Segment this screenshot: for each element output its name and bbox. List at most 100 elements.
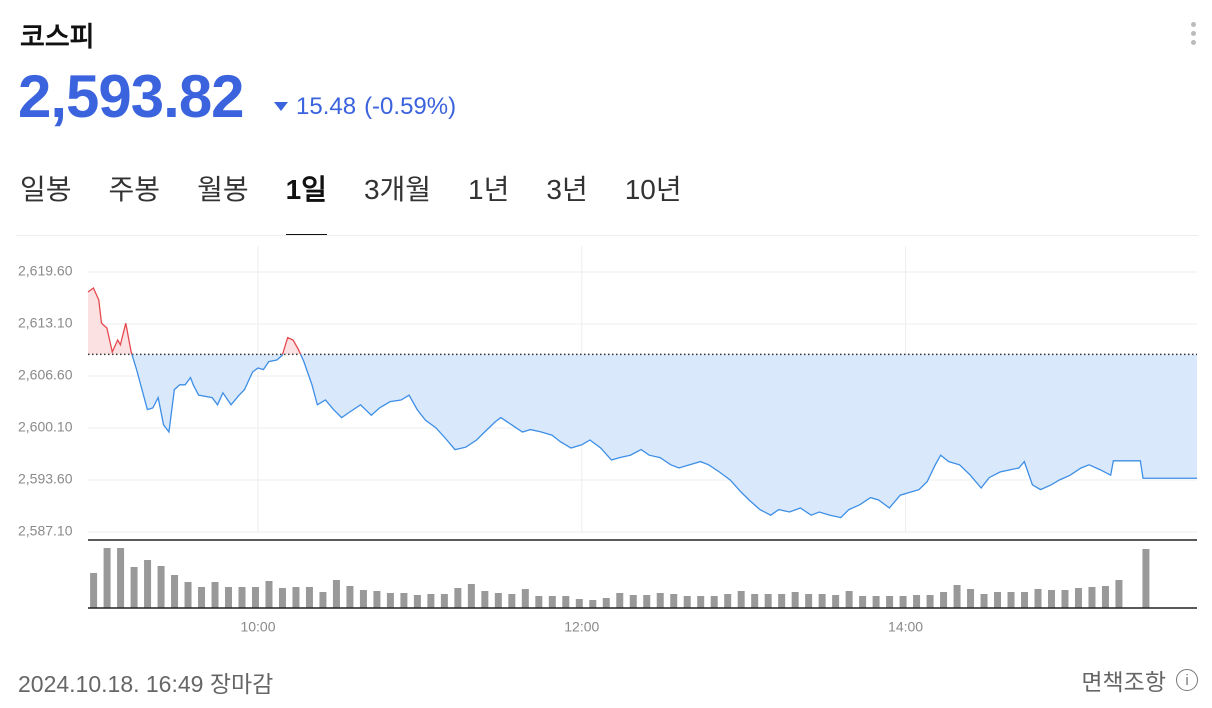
- volume-bar: [413, 595, 421, 608]
- volume-bar: [508, 594, 516, 608]
- volume-bar: [1101, 586, 1109, 608]
- period-tab[interactable]: 월봉: [197, 174, 249, 205]
- volume-bar: [845, 591, 853, 608]
- volume-bar: [265, 581, 273, 608]
- price: 2,593.82: [18, 63, 245, 130]
- volume-bar: [575, 599, 583, 608]
- volume-bar: [1115, 580, 1123, 608]
- volume-bar: [629, 595, 637, 608]
- volume-bar: [1061, 590, 1069, 608]
- price-line-down: [131, 354, 1197, 519]
- disclaimer-text[interactable]: 면책조항: [1081, 669, 1166, 695]
- y-tick-label: 2,593.60: [18, 471, 73, 487]
- volume-bar: [359, 590, 367, 608]
- volume-bar: [1074, 588, 1082, 608]
- volume-bar: [427, 594, 435, 608]
- volume-bar: [1034, 589, 1042, 608]
- y-tick-label: 2,619.60: [18, 263, 73, 279]
- period-tab[interactable]: 1년: [468, 174, 510, 205]
- x-tick-label: 12:00: [564, 619, 599, 635]
- volume-bar: [130, 567, 138, 608]
- area-up: [88, 288, 301, 355]
- volume-bar: [764, 594, 772, 608]
- y-tick-label: 2,587.10: [18, 523, 73, 539]
- volume-bar: [144, 560, 152, 608]
- y-tick-label: 2,606.60: [18, 367, 73, 383]
- period-tab[interactable]: 10년: [624, 174, 682, 205]
- volume-bar: [184, 582, 192, 608]
- volume-bar: [818, 594, 826, 608]
- volume-bar: [1142, 549, 1150, 608]
- volume-bar: [157, 566, 165, 608]
- more-menu[interactable]: [1191, 22, 1199, 49]
- volume-bar: [373, 591, 381, 608]
- volume-bar: [778, 594, 786, 608]
- volume-bar: [332, 580, 340, 608]
- down-arrow: [274, 102, 288, 111]
- volume-bar: [454, 588, 462, 608]
- volume-bar: [899, 596, 907, 608]
- volume-bar: [440, 594, 448, 608]
- volume-bar: [238, 587, 246, 608]
- volume-bar: [346, 586, 354, 608]
- period-tab[interactable]: 3개월: [363, 174, 432, 205]
- volume-bar: [859, 596, 867, 608]
- volume-bar: [467, 584, 475, 608]
- volume-bar: [481, 591, 489, 608]
- change-percent: (-0.59%): [364, 93, 457, 120]
- chart: 2,587.10 2,593.60 2,600.10 2,606.60 2,613.10…: [18, 246, 1197, 635]
- volume-bar: [1007, 592, 1015, 608]
- volume-bar: [683, 596, 691, 608]
- volume-bar: [710, 596, 718, 608]
- period-tab[interactable]: 일봉: [20, 174, 72, 205]
- info-icon[interactable]: i: [1176, 669, 1198, 691]
- volume-bar: [872, 596, 880, 608]
- volume-bar: [1088, 587, 1096, 608]
- volume-bar: [791, 592, 799, 608]
- period-tab[interactable]: 3년: [546, 174, 588, 205]
- y-tick-label: 2,613.10: [18, 315, 73, 331]
- volume-bar: [198, 587, 206, 608]
- volume-bar: [535, 596, 543, 608]
- volume-bar: [589, 600, 597, 608]
- period-tab[interactable]: 주봉: [108, 174, 161, 205]
- volume-bar: [602, 598, 610, 608]
- volume-bar: [926, 595, 934, 608]
- volume-bar: [616, 593, 624, 608]
- x-tick-label: 10:00: [240, 619, 275, 635]
- volume-bar: [994, 592, 1002, 608]
- timestamp: 2024.10.18. 16:49 장마감: [18, 671, 274, 697]
- volume-bar: [305, 587, 313, 608]
- volume-bar: [103, 548, 111, 608]
- volume-bar: [643, 595, 651, 608]
- volume-bar: [751, 594, 759, 608]
- disclaimer[interactable]: 면책조항 i: [1081, 663, 1198, 697]
- volume-bar: [521, 589, 529, 608]
- volume-bar: [980, 594, 988, 608]
- change-value: 15.48: [296, 93, 357, 120]
- volume-bar: [117, 548, 125, 608]
- volume-bar: [953, 585, 961, 608]
- volume-bar: [737, 591, 745, 608]
- volume-bar: [225, 587, 233, 608]
- volume-bar: [400, 593, 408, 608]
- volume-bar: [292, 587, 300, 608]
- volume-bar: [805, 594, 813, 608]
- volume-bar: [670, 594, 678, 608]
- volume-bar: [1047, 590, 1055, 608]
- volume-bar: [171, 575, 179, 608]
- divider: [16, 235, 1198, 236]
- volume-bar: [913, 595, 921, 608]
- volume-bar: [697, 596, 705, 608]
- volume-bar: [319, 592, 327, 608]
- y-tick-label: 2,600.10: [18, 419, 73, 435]
- volume-bar: [832, 595, 840, 608]
- volume-bar: [724, 594, 732, 608]
- volume-bar: [1021, 592, 1029, 608]
- volume-bar: [548, 596, 556, 608]
- x-tick-label: 14:00: [888, 619, 923, 635]
- volume-bar: [967, 589, 975, 608]
- volume-bar: [278, 588, 286, 608]
- title: 코스피: [20, 22, 95, 52]
- area-down: [88, 354, 1197, 518]
